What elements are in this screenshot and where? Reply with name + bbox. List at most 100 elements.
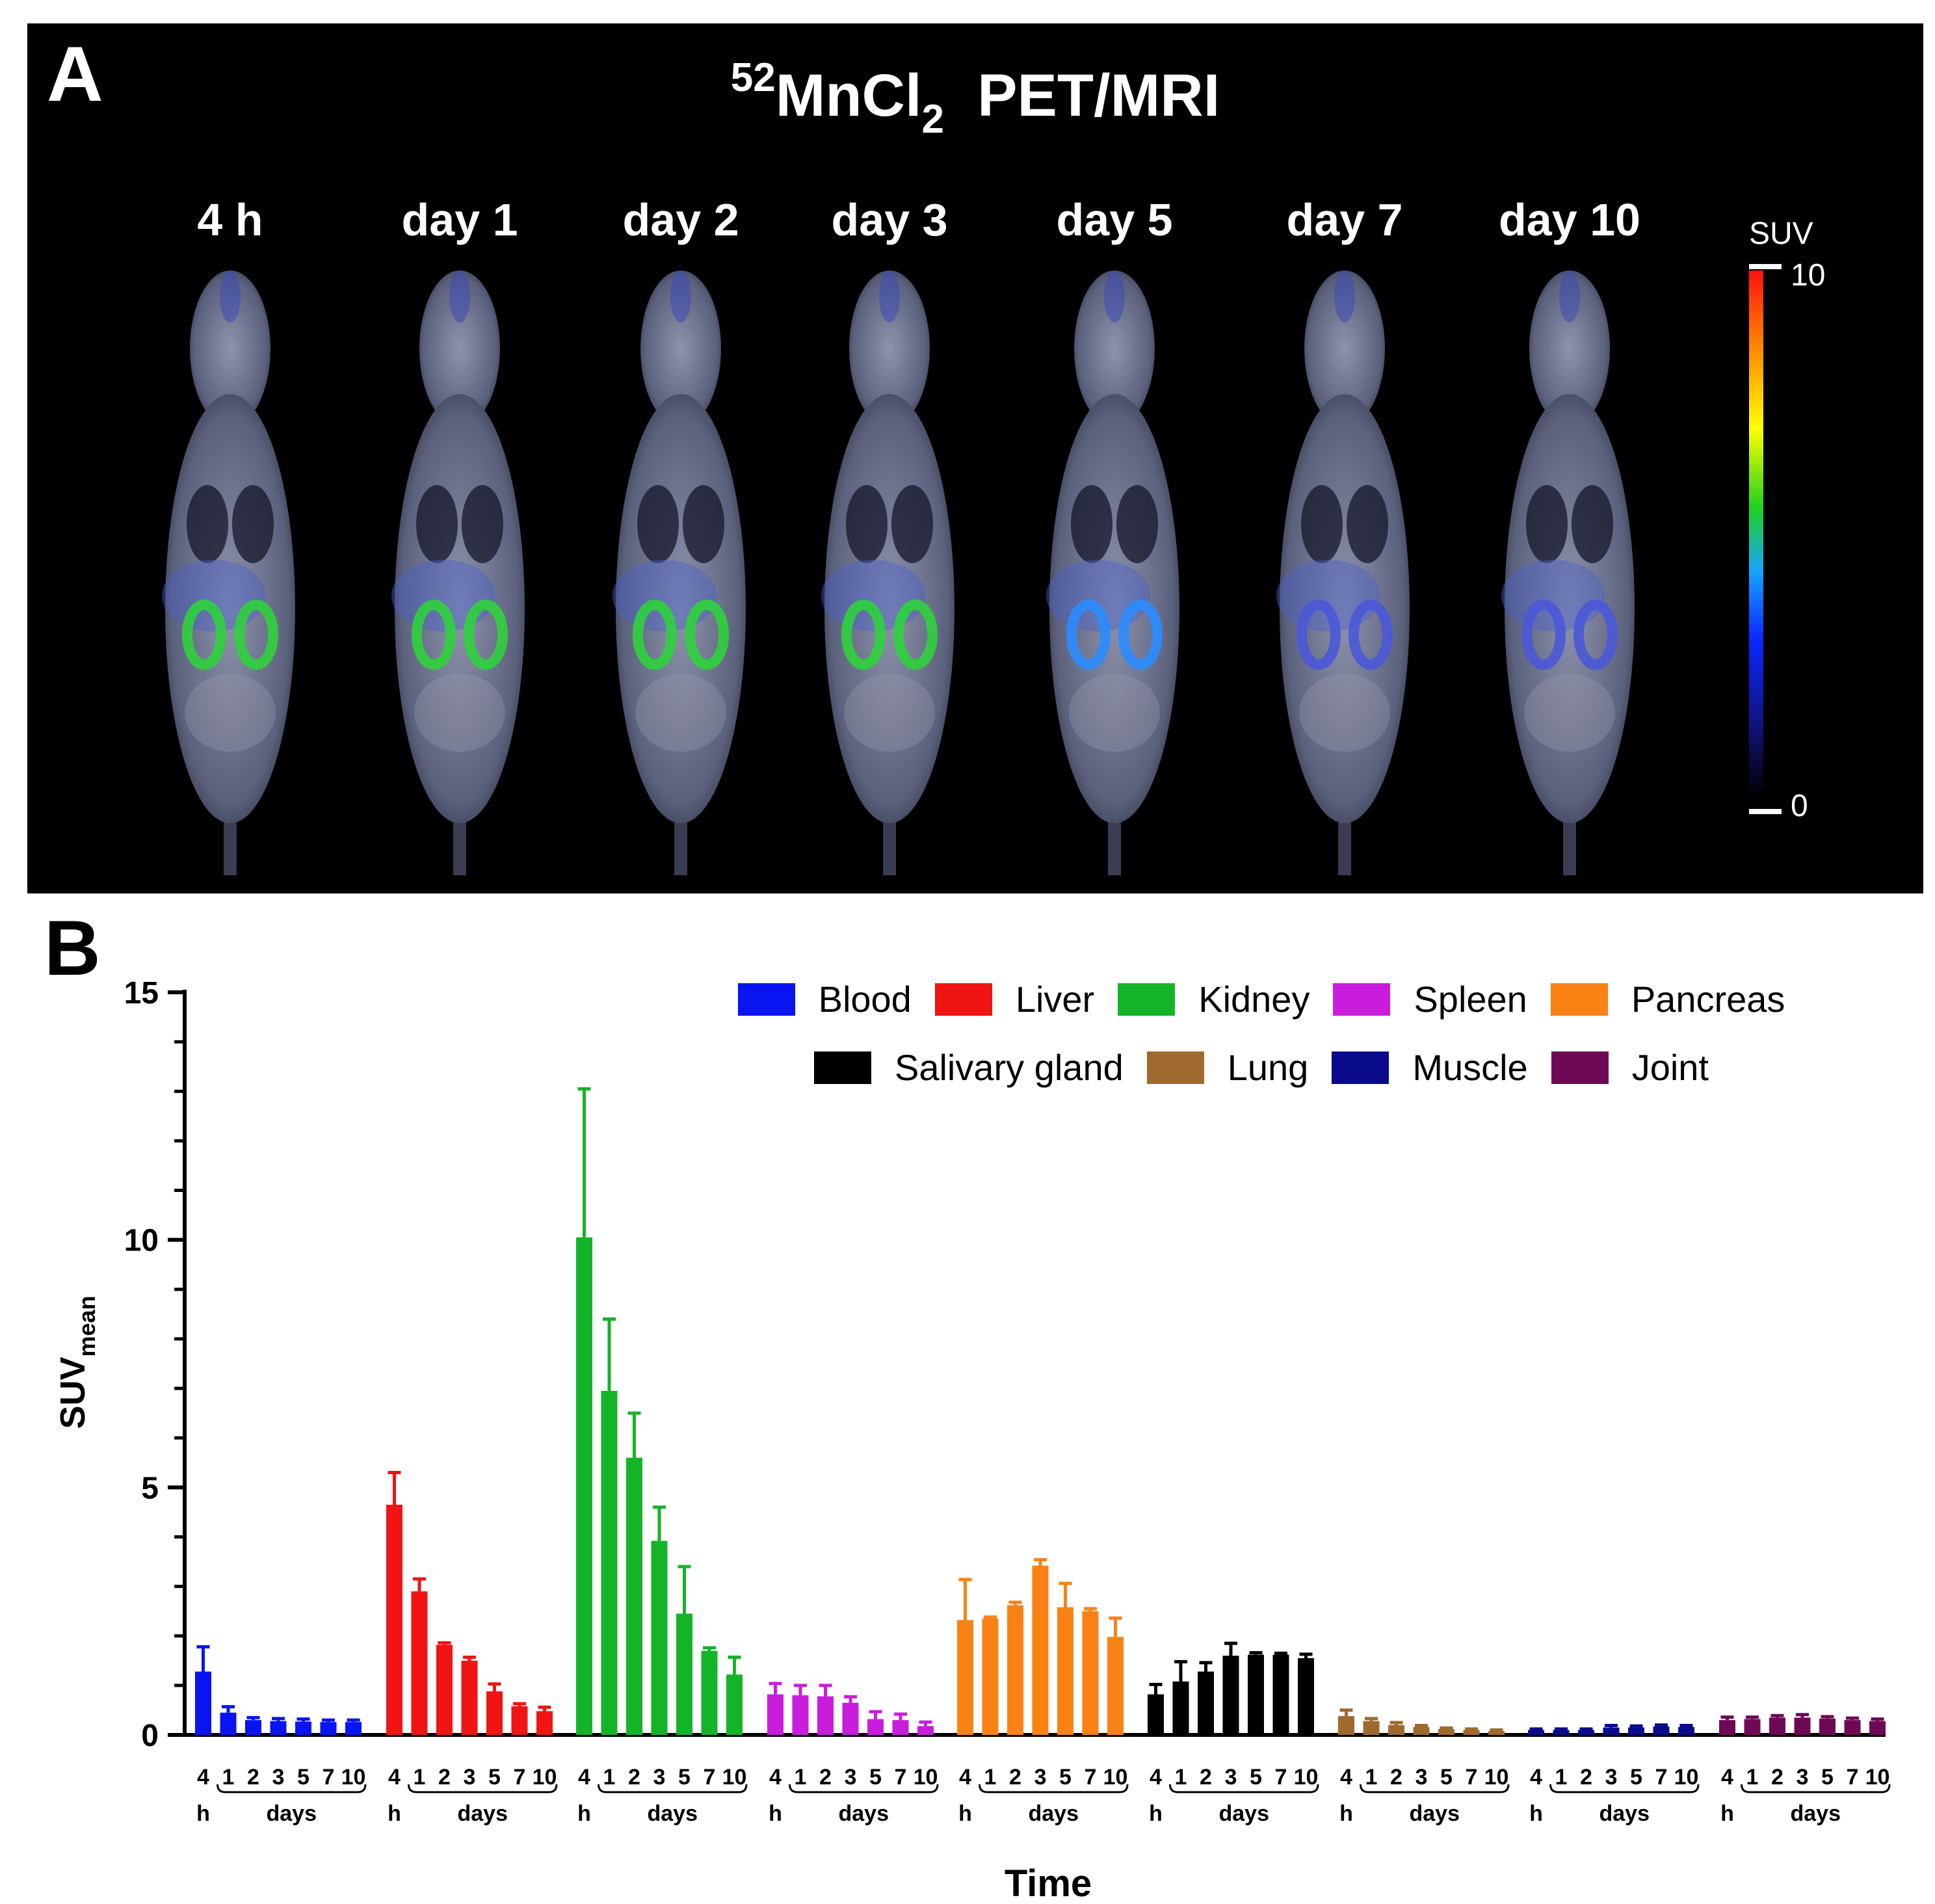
bar	[1794, 1717, 1811, 1735]
bar	[536, 1711, 553, 1735]
x-tick-label: 7	[1085, 1765, 1097, 1790]
legend-item: Spleen	[1333, 978, 1527, 1020]
timepoint-label: day 5	[1056, 194, 1173, 245]
legend-swatch	[1333, 983, 1391, 1016]
bar	[1678, 1726, 1694, 1735]
mouse-image	[1501, 271, 1635, 875]
series-joint	[1719, 1713, 1886, 1735]
days-label: days	[1219, 1801, 1270, 1826]
bar	[1719, 1720, 1735, 1735]
x-tick-label: 7	[1466, 1765, 1478, 1790]
bar	[1413, 1726, 1430, 1735]
bar	[842, 1702, 859, 1735]
bar	[320, 1722, 337, 1735]
days-bracket	[979, 1784, 1129, 1793]
series-kidney	[576, 1087, 743, 1735]
x-tick-label: 7	[895, 1765, 907, 1790]
mouse-image	[821, 271, 954, 875]
x-tick-label: 5	[1630, 1765, 1642, 1790]
x-tick-label: 4	[1721, 1765, 1733, 1790]
bar	[917, 1726, 934, 1735]
x-tick-label: 7	[704, 1765, 716, 1790]
bar	[1032, 1565, 1049, 1735]
legend-item: Joint	[1551, 1046, 1709, 1089]
x-tick-label: 3	[845, 1765, 857, 1790]
days-bracket	[1741, 1784, 1891, 1793]
x-tick-label: 2	[438, 1765, 451, 1790]
x-tick-label: 7	[1655, 1765, 1668, 1790]
bar	[601, 1390, 618, 1735]
bar	[245, 1720, 261, 1735]
days-label: days	[458, 1801, 508, 1826]
timepoint-label: day 7	[1286, 194, 1403, 245]
bar	[486, 1691, 503, 1735]
days-bracket	[598, 1784, 748, 1793]
x-tick-label: 2	[247, 1765, 259, 1790]
bar	[982, 1619, 999, 1735]
x-tick-label: 7	[514, 1765, 526, 1790]
x-tick-label: 3	[1415, 1765, 1428, 1790]
mouse-images	[162, 264, 1782, 875]
x-tick-label: 3	[1797, 1765, 1809, 1790]
bar	[411, 1591, 428, 1735]
series-salivary-gland	[1148, 1641, 1314, 1735]
legend-swatch	[934, 983, 992, 1016]
bar	[1528, 1730, 1544, 1735]
legend-item: Liver	[934, 978, 1095, 1020]
x-tick-label: 2	[628, 1765, 640, 1790]
x-tick-label: 5	[1250, 1765, 1262, 1790]
x-tick-label: 2	[1009, 1765, 1021, 1790]
legend-label: Kidney	[1198, 979, 1310, 1020]
legend-label: Muscle	[1412, 1047, 1528, 1088]
legend-label: Pancreas	[1631, 979, 1785, 1020]
x-tick-label: 10	[1294, 1765, 1319, 1790]
x-tick-label: 4	[1340, 1765, 1352, 1790]
legend-swatch	[1118, 983, 1176, 1016]
bar	[701, 1650, 718, 1735]
legend-item: Pancreas	[1550, 978, 1785, 1020]
legend-label: Salivary gland	[894, 1047, 1124, 1088]
x-tick-label: 1	[1175, 1765, 1187, 1790]
x-tick-label: 5	[678, 1765, 691, 1790]
y-axis-label: SUVmean	[53, 1295, 100, 1429]
chart-legend: Blood Liver Kidney Spleen Pancreas Salivary …	[676, 978, 1847, 1115]
hours-label: h	[1339, 1801, 1353, 1826]
x-tick-label: 10	[1865, 1765, 1890, 1790]
bar	[1363, 1721, 1380, 1735]
bar	[1438, 1728, 1455, 1735]
x-tick-label: 2	[1580, 1765, 1592, 1790]
x-tick-label: 2	[1390, 1765, 1402, 1790]
bar	[1298, 1658, 1314, 1735]
bar	[386, 1504, 402, 1735]
x-tick-label: 10	[533, 1765, 557, 1790]
legend-label: Spleen	[1414, 979, 1527, 1020]
bar	[792, 1695, 809, 1735]
bar	[220, 1712, 237, 1735]
legend-label: Joint	[1631, 1047, 1709, 1088]
x-tick-label: 1	[414, 1765, 426, 1790]
x-axis-label: Time	[1005, 1862, 1092, 1904]
days-bracket	[1360, 1784, 1510, 1793]
legend-label: Lung	[1227, 1047, 1309, 1088]
series-spleen	[767, 1682, 934, 1735]
x-tick-label: 1	[222, 1765, 235, 1790]
x-tick-label: 4	[578, 1765, 590, 1790]
bar	[1488, 1730, 1505, 1735]
hours-label: h	[577, 1801, 591, 1826]
bar	[576, 1237, 592, 1735]
mouse-image	[612, 271, 746, 875]
bar	[270, 1721, 287, 1735]
bar	[1082, 1611, 1099, 1735]
legend-swatch	[737, 983, 795, 1016]
bar	[295, 1721, 311, 1735]
legend-swatch	[1332, 1051, 1389, 1084]
bar	[1819, 1718, 1836, 1735]
timepoint-label: day 1	[401, 194, 518, 245]
legend-label: Liver	[1015, 979, 1095, 1020]
hours-label: h	[388, 1801, 401, 1826]
bar	[726, 1674, 743, 1735]
timepoint-label: day 10	[1499, 194, 1640, 245]
x-tick-label: 4	[388, 1765, 401, 1790]
x-tick-label: 5	[488, 1765, 501, 1790]
